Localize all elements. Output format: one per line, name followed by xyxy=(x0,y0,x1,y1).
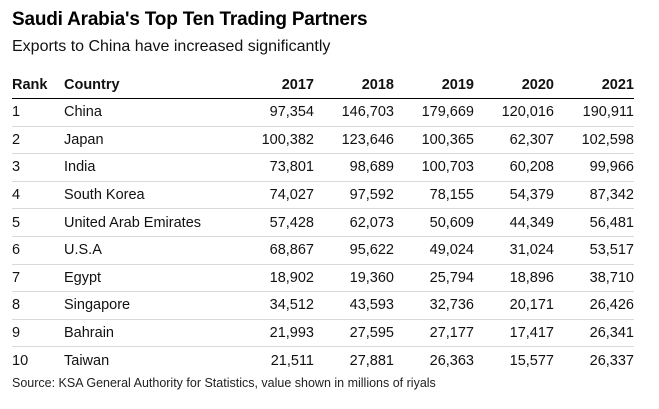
value-cell: 62,307 xyxy=(474,126,554,155)
value-cell: 26,426 xyxy=(554,291,634,320)
table-row: 10 Taiwan 21,511 27,881 26,363 15,577 26,337 xyxy=(12,347,634,374)
rank-cell: 7 xyxy=(12,264,64,293)
value-cell: 15,577 xyxy=(509,352,554,369)
country-cell: Taiwan xyxy=(64,352,110,369)
value-cell: 97,354 xyxy=(234,98,314,127)
value-cell: 27,595 xyxy=(314,319,394,348)
country-cell: China xyxy=(64,98,234,127)
value-cell: 38,710 xyxy=(554,264,634,293)
value-cell: 43,593 xyxy=(314,291,394,320)
country-cell: Japan xyxy=(64,126,234,155)
value-cell: 60,208 xyxy=(474,153,554,182)
value-cell: 27,881 xyxy=(349,352,394,369)
value-cell: 102,598 xyxy=(554,126,634,155)
value-cell: 27,177 xyxy=(394,319,474,348)
value-cell: 19,360 xyxy=(314,264,394,293)
value-cell: 190,911 xyxy=(554,98,634,127)
value-cell: 18,902 xyxy=(234,264,314,293)
value-cell: 100,365 xyxy=(394,126,474,155)
value-cell: 68,867 xyxy=(234,236,314,265)
trading-partners-table: Rank Country 2017 2018 2019 2020 2021 1 China 97… xyxy=(12,72,634,374)
column-header-country: Country xyxy=(64,72,234,99)
rank-cell: 4 xyxy=(12,181,64,210)
value-cell: 20,171 xyxy=(474,291,554,320)
value-cell: 21,511 xyxy=(270,352,314,369)
country-cell: Bahrain xyxy=(64,319,234,348)
country-cell: South Korea xyxy=(64,181,234,210)
value-cell: 32,736 xyxy=(394,291,474,320)
value-cell: 44,349 xyxy=(474,208,554,237)
table-row: 8 Singapore 34,512 43,593 32,736 20,171 26,426 xyxy=(12,291,634,320)
value-cell: 87,342 xyxy=(554,181,634,210)
value-cell: 98,689 xyxy=(314,153,394,182)
table-row: 9 Bahrain 21,993 27,595 27,177 17,417 26,341 xyxy=(12,319,634,348)
value-cell: 62,073 xyxy=(314,208,394,237)
country-cell: Egypt xyxy=(64,264,234,293)
value-cell: 120,016 xyxy=(474,98,554,127)
table-header-row: Rank Country 2017 2018 2019 2020 2021 xyxy=(12,72,634,99)
value-cell: 95,622 xyxy=(314,236,394,265)
table-row: 2 Japan 100,382 123,646 100,365 62,307 102,598 xyxy=(12,126,634,155)
chart-subtitle: Exports to China have increased signific… xyxy=(12,38,331,55)
table-row: 1 China 97,354 146,703 179,669 120,016 190,911 xyxy=(12,98,634,127)
value-cell: 26,363 xyxy=(429,352,474,369)
column-header-2017: 2017 xyxy=(234,72,314,99)
value-cell: 31,024 xyxy=(474,236,554,265)
country-cell: U.S.A xyxy=(64,236,234,265)
value-cell: 78,155 xyxy=(394,181,474,210)
rank-cell: 1 xyxy=(12,98,64,127)
rank-cell: 5 xyxy=(12,208,64,237)
value-cell: 50,609 xyxy=(394,208,474,237)
table-row: 7 Egypt 18,902 19,360 25,794 18,896 38,710 xyxy=(12,264,634,293)
value-cell: 99,966 xyxy=(554,153,634,182)
value-cell: 17,417 xyxy=(474,319,554,348)
value-cell: 97,592 xyxy=(314,181,394,210)
table-row: 3 India 73,801 98,689 100,703 60,208 99,966 xyxy=(12,153,634,182)
value-cell: 34,512 xyxy=(234,291,314,320)
source-note: Source: KSA General Authority for Statis… xyxy=(12,376,436,390)
country-cell: Singapore xyxy=(64,291,234,320)
rank-cell: 2 xyxy=(12,126,64,155)
column-header-2019: 2019 xyxy=(394,72,474,99)
value-cell: 18,896 xyxy=(474,264,554,293)
rank-cell: 8 xyxy=(12,291,64,320)
value-cell: 57,428 xyxy=(234,208,314,237)
rank-cell: 6 xyxy=(12,236,64,265)
country-cell: United Arab Emirates xyxy=(64,208,234,237)
value-cell: 56,481 xyxy=(554,208,634,237)
table-row: 4 South Korea 74,027 97,592 78,155 54,379 87,3… xyxy=(12,181,634,210)
value-cell: 21,993 xyxy=(234,319,314,348)
rank-cell: 9 xyxy=(12,319,64,348)
value-cell: 100,382 xyxy=(234,126,314,155)
value-cell: 26,337 xyxy=(589,352,634,369)
column-header-2018: 2018 xyxy=(314,72,394,99)
value-cell: 146,703 xyxy=(314,98,394,127)
rank-cell: 3 xyxy=(12,153,64,182)
column-header-2021: 2021 xyxy=(554,72,634,99)
rank-cell: 10 xyxy=(12,352,29,369)
column-header-rank: Rank xyxy=(12,72,64,99)
value-cell: 73,801 xyxy=(234,153,314,182)
table-row: 5 United Arab Emirates 57,428 62,073 50,609 4… xyxy=(12,208,634,237)
country-cell: India xyxy=(64,153,234,182)
table-row: 6 U.S.A 68,867 95,622 49,024 31,024 53,517 xyxy=(12,236,634,265)
value-cell: 26,341 xyxy=(554,319,634,348)
value-cell: 100,703 xyxy=(394,153,474,182)
chart-title: Saudi Arabia's Top Ten Trading Partners xyxy=(12,9,368,30)
value-cell: 49,024 xyxy=(394,236,474,265)
table-body: 1 China 97,354 146,703 179,669 120,016 190,911… xyxy=(12,98,634,374)
value-cell: 74,027 xyxy=(234,181,314,210)
value-cell: 179,669 xyxy=(394,98,474,127)
value-cell: 25,794 xyxy=(394,264,474,293)
value-cell: 53,517 xyxy=(554,236,634,265)
column-header-2020: 2020 xyxy=(474,72,554,99)
value-cell: 123,646 xyxy=(314,126,394,155)
value-cell: 54,379 xyxy=(474,181,554,210)
